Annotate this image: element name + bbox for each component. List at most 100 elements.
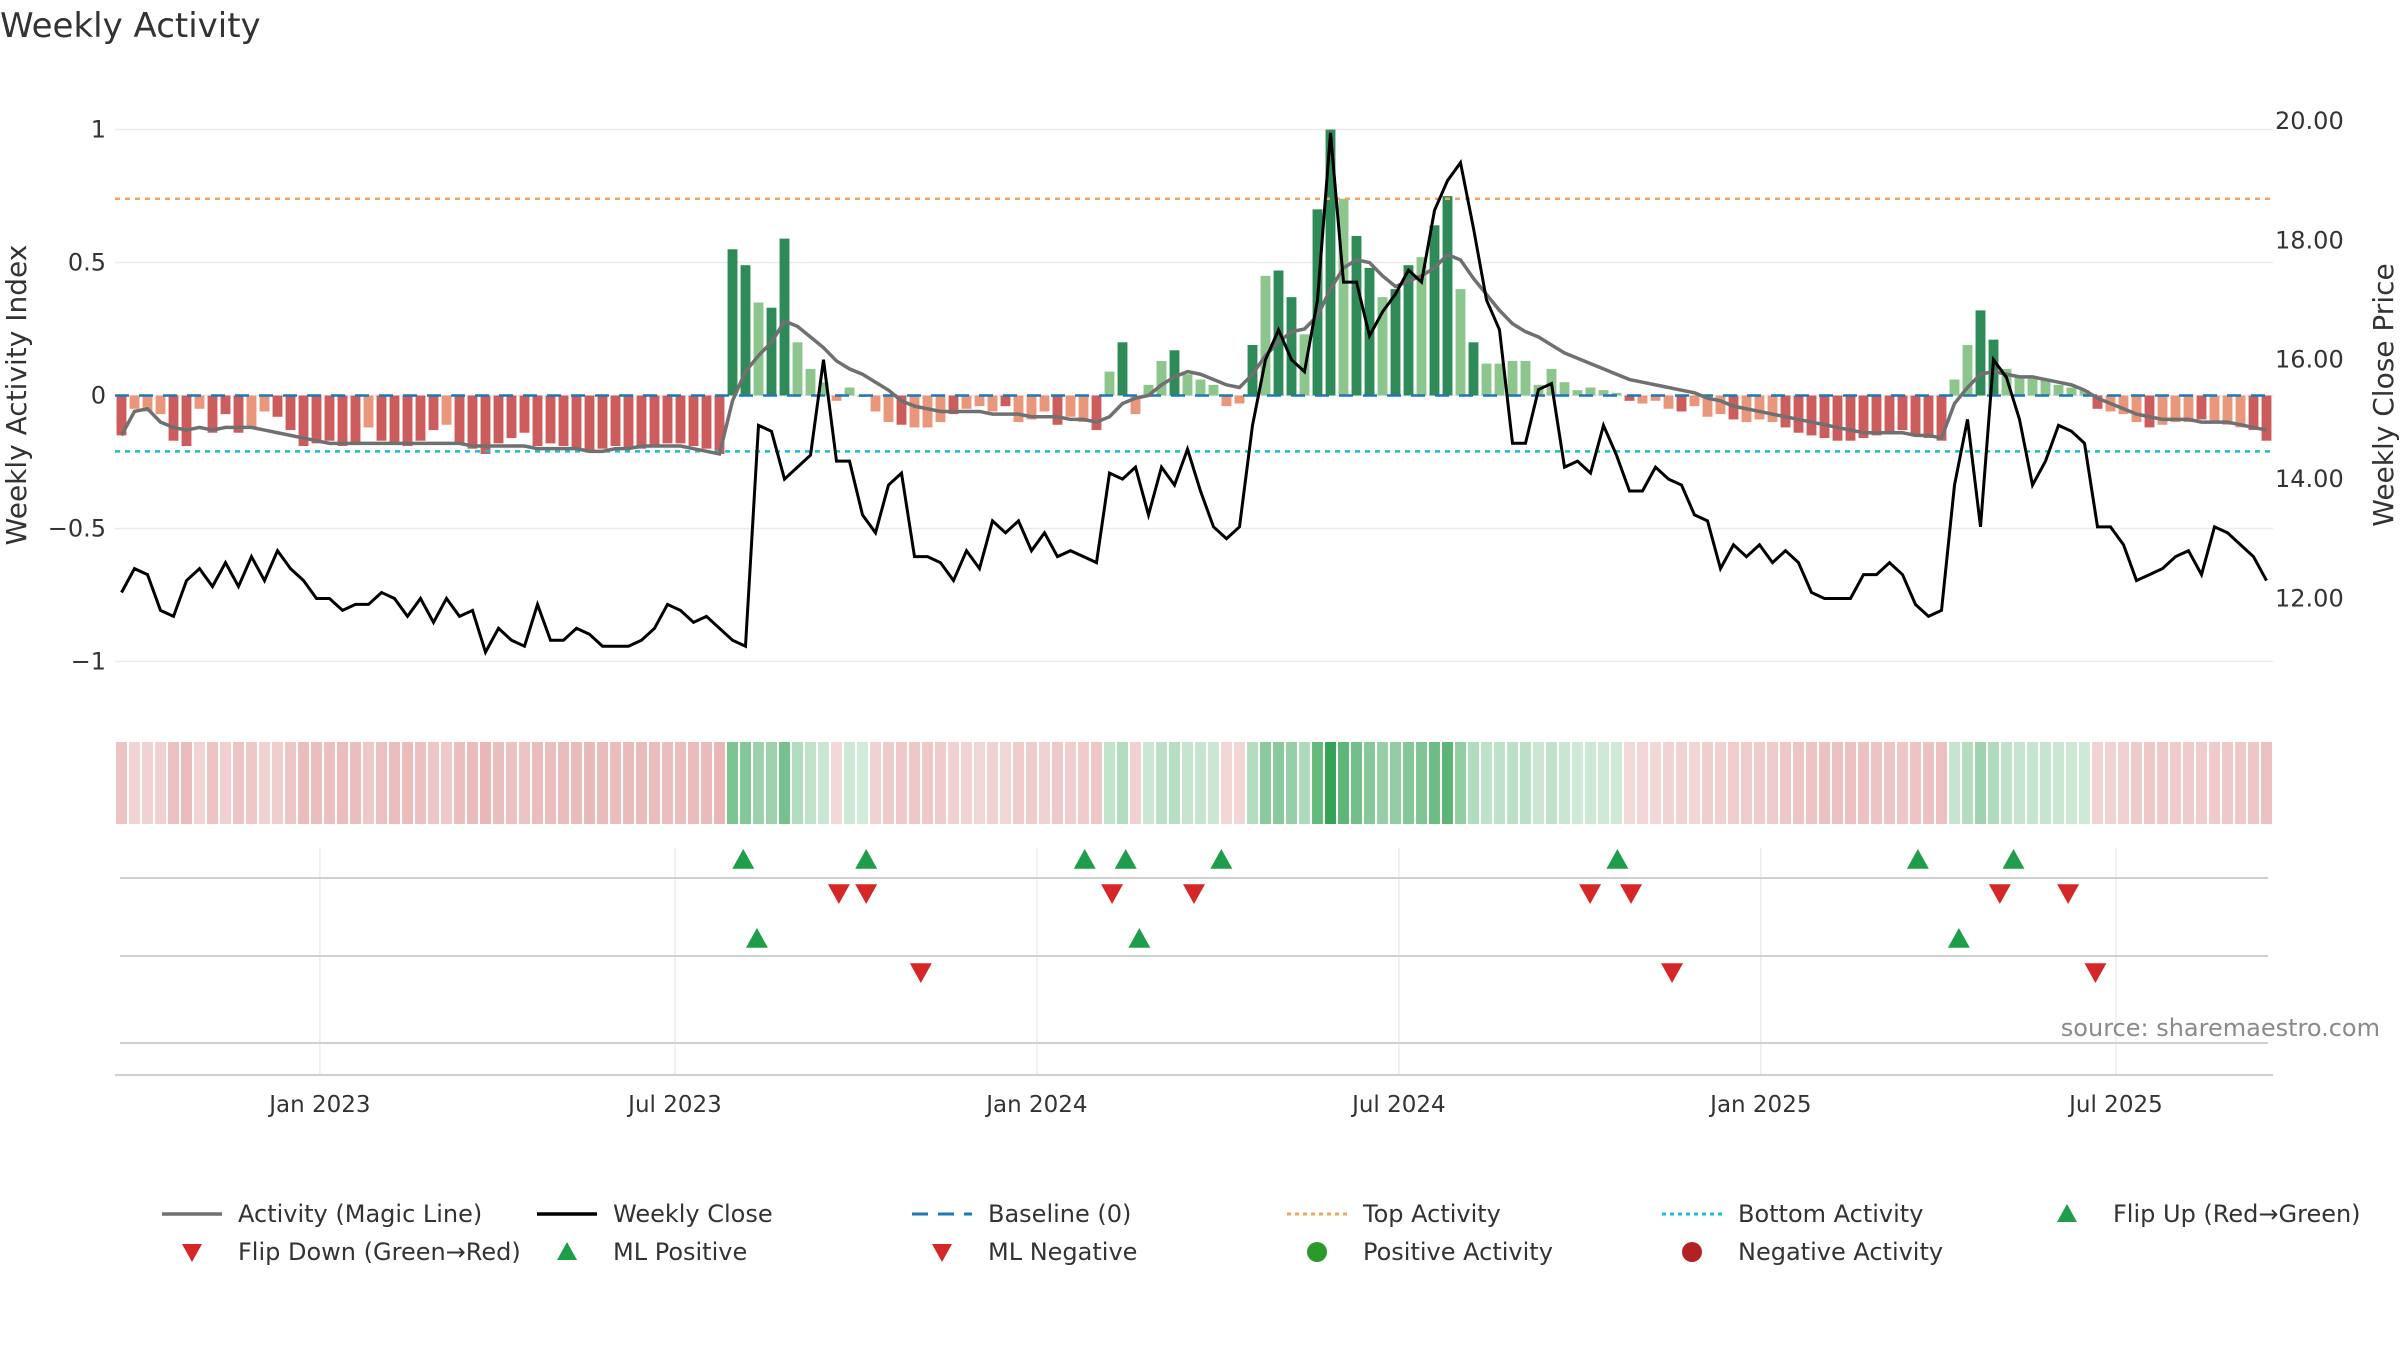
heat-cell bbox=[1663, 742, 1674, 824]
heat-cell bbox=[363, 742, 374, 824]
heat-cell bbox=[1637, 742, 1648, 824]
heat-cell bbox=[701, 742, 712, 824]
heat-cell bbox=[1884, 742, 1895, 824]
activity-bar bbox=[1091, 395, 1102, 431]
heat-cell bbox=[1286, 742, 1297, 824]
heat-cell bbox=[1871, 742, 1882, 824]
heat-cell bbox=[1923, 742, 1934, 824]
activity-bar bbox=[1793, 395, 1804, 433]
activity-bar bbox=[974, 395, 985, 407]
heat-cell bbox=[558, 742, 569, 824]
flip-down-marker bbox=[1620, 884, 1643, 904]
activity-bar bbox=[610, 395, 621, 447]
flip-up-marker bbox=[1606, 849, 1629, 869]
legend-item: Flip Down (Green→Red) bbox=[160, 1238, 521, 1266]
heat-cell bbox=[1715, 742, 1726, 824]
activity-bar bbox=[727, 249, 738, 396]
heat-cell bbox=[1455, 742, 1466, 824]
heat-cell bbox=[1858, 742, 1869, 824]
heat-cell bbox=[1442, 742, 1453, 824]
heat-cell bbox=[1364, 742, 1375, 824]
activity-heat-strip bbox=[116, 742, 2272, 824]
activity-bar bbox=[2248, 395, 2259, 431]
heat-cell bbox=[1390, 742, 1401, 824]
heat-cell bbox=[610, 742, 621, 824]
heat-cell bbox=[896, 742, 907, 824]
y-tick-left: −1 bbox=[71, 647, 106, 675]
activity-bar bbox=[740, 265, 751, 396]
activity-bar bbox=[207, 395, 218, 433]
activity-bar bbox=[1923, 395, 1934, 439]
heat-cell bbox=[2222, 742, 2233, 824]
activity-bar bbox=[467, 395, 478, 449]
flip-up-marker bbox=[855, 849, 878, 869]
activity-bar bbox=[1481, 363, 1492, 396]
activity-bar bbox=[987, 395, 998, 412]
heat-cell bbox=[2196, 742, 2207, 824]
flip-up-marker bbox=[1210, 849, 1233, 869]
heat-cell bbox=[2014, 742, 2025, 824]
heat-cell bbox=[1754, 742, 1765, 824]
activity-bar bbox=[2170, 395, 2181, 423]
activity-bar bbox=[844, 387, 855, 396]
activity-bar bbox=[1117, 342, 1128, 396]
heat-cell bbox=[1182, 742, 1193, 824]
flip-down-marker bbox=[1988, 884, 2011, 904]
activity-bar bbox=[766, 307, 777, 396]
legend-label: ML Positive bbox=[613, 1238, 748, 1266]
heat-cell bbox=[2105, 742, 2116, 824]
activity-bar bbox=[259, 395, 270, 412]
heat-cell bbox=[246, 742, 257, 824]
legend-item: ML Negative bbox=[910, 1238, 1137, 1266]
marker-gridlines bbox=[120, 848, 2268, 1075]
flip-down-marker bbox=[1101, 884, 1124, 904]
legend-label: Positive Activity bbox=[1363, 1238, 1553, 1266]
heat-cell bbox=[1819, 742, 1830, 824]
circle-green-icon bbox=[1307, 1242, 1327, 1262]
flip-up-marker bbox=[1114, 849, 1137, 869]
heat-cell bbox=[2040, 742, 2051, 824]
ml-negative-marker bbox=[2084, 963, 2107, 983]
heat-cell bbox=[1832, 742, 1843, 824]
activity-bar bbox=[1715, 395, 1726, 415]
heat-cell bbox=[1585, 742, 1596, 824]
activity-bar bbox=[493, 395, 504, 444]
heat-cell bbox=[2118, 742, 2129, 824]
heat-cell bbox=[376, 742, 387, 824]
heat-cell bbox=[1377, 742, 1388, 824]
activity-bar bbox=[246, 395, 257, 428]
activity-bar bbox=[1637, 395, 1648, 404]
y-tick-right: 20.00 bbox=[2275, 107, 2344, 135]
heat-cell bbox=[2092, 742, 2103, 824]
heat-cell bbox=[1507, 742, 1518, 824]
activity-bar bbox=[701, 395, 712, 449]
heat-cell bbox=[220, 742, 231, 824]
heat-cell bbox=[1208, 742, 1219, 824]
heat-cell bbox=[454, 742, 465, 824]
heat-cell bbox=[662, 742, 673, 824]
heat-cell bbox=[584, 742, 595, 824]
heat-cell bbox=[519, 742, 530, 824]
heat-cell bbox=[1962, 742, 1973, 824]
heat-cell bbox=[298, 742, 309, 824]
activity-bar bbox=[545, 395, 556, 444]
activity-bar bbox=[1052, 395, 1063, 425]
x-tick-label: Jan 2024 bbox=[984, 1092, 1087, 1118]
tri-down-icon bbox=[932, 1244, 952, 1262]
heat-cell bbox=[2183, 742, 2194, 824]
activity-bar bbox=[2209, 395, 2220, 423]
activity-bar bbox=[1351, 235, 1362, 396]
activity-bar bbox=[1910, 395, 1921, 436]
heat-cell bbox=[2209, 742, 2220, 824]
heat-cell bbox=[337, 742, 348, 824]
tri-up-icon bbox=[557, 1242, 577, 1260]
activity-bar bbox=[1897, 395, 1908, 431]
activity-bar bbox=[792, 342, 803, 396]
ml-positive-marker bbox=[1128, 928, 1151, 948]
heat-cell bbox=[1910, 742, 1921, 824]
heat-cell bbox=[2170, 742, 2181, 824]
heat-cell bbox=[883, 742, 894, 824]
activity-bar bbox=[1000, 395, 1011, 407]
activity-bar bbox=[194, 395, 205, 409]
activity-bar bbox=[1169, 350, 1180, 396]
